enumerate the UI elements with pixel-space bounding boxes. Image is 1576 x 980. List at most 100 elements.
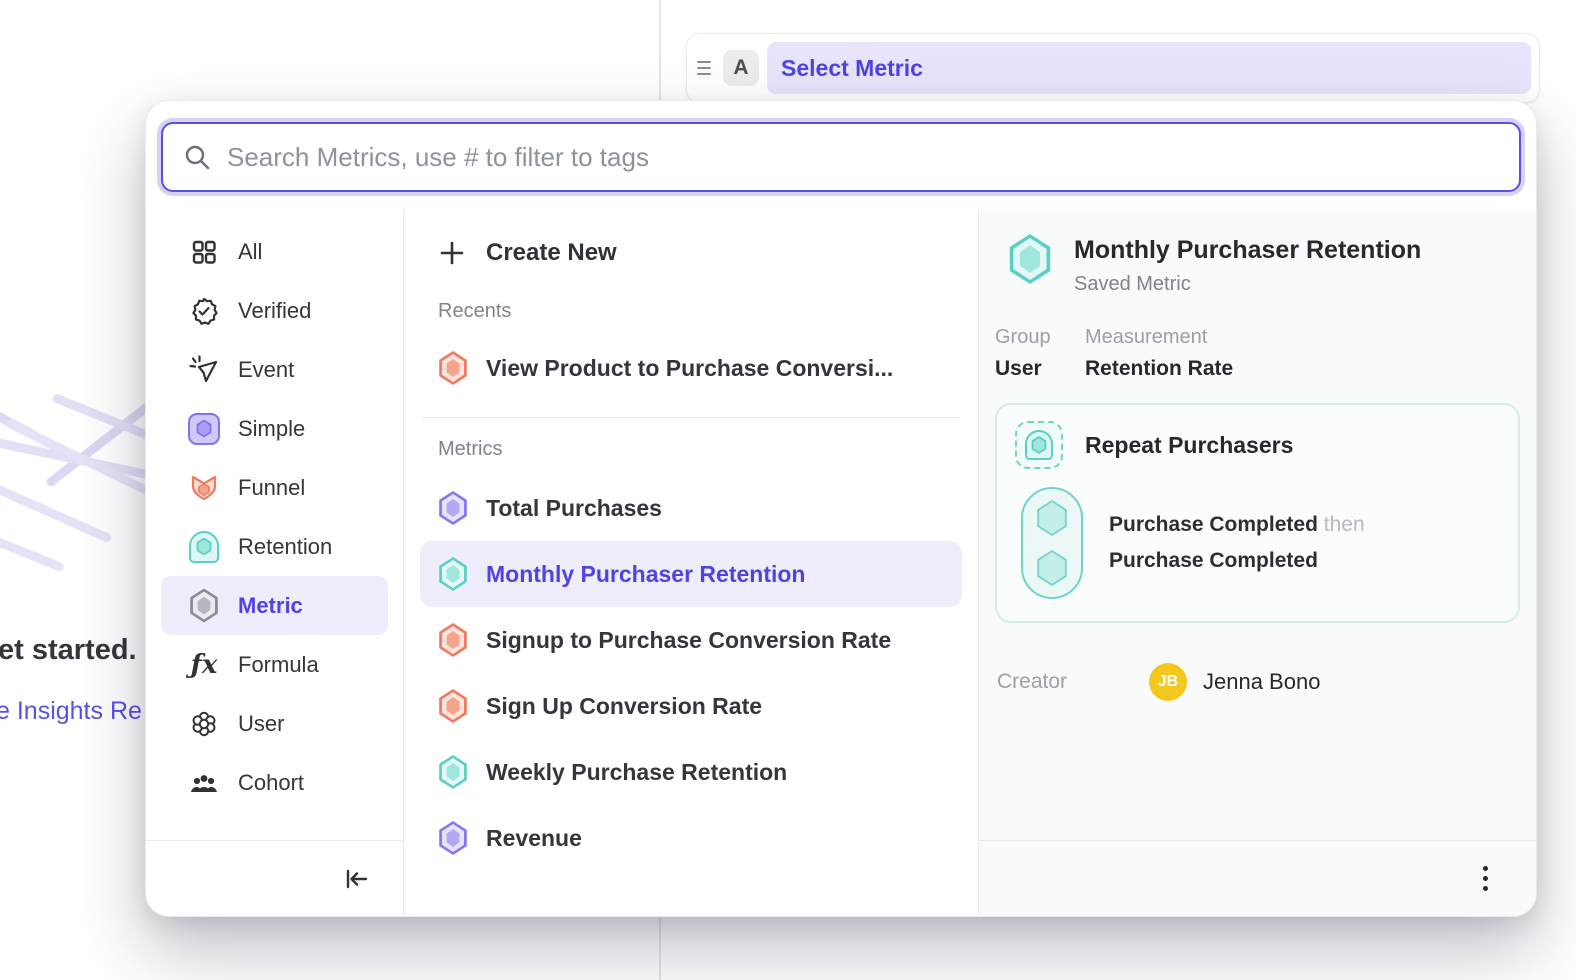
event-hexagon-icon [1036,550,1068,586]
sidebar-item-label: All [238,239,262,265]
sidebar-item-funnel[interactable]: Funnel [161,458,388,517]
metric-item[interactable]: Total Purchases [420,475,962,541]
metric-item-label: Monthly Purchaser Retention [486,561,805,588]
sidebar-item-event[interactable]: Event [161,340,388,399]
verified-badge-icon [187,296,221,326]
metric-item-selected[interactable]: Monthly Purchaser Retention [420,541,962,607]
group-label: Group [995,326,1085,349]
cursor-click-icon [187,355,221,385]
sidebar-item-verified[interactable]: Verified [161,281,388,340]
create-new-button[interactable]: Create New [420,224,962,282]
creator-name: Jenna Bono [1203,669,1320,695]
sidebar-item-label: Retention [238,534,332,560]
metric-item-label: Revenue [486,825,582,852]
search-icon [183,143,211,171]
background-headline-fragment: et started. [0,634,137,667]
event-sequence-capsule [1021,487,1083,599]
measurement-value: Retention Rate [1085,357,1233,381]
retention-icon [187,531,221,563]
select-metric-label: Select Metric [781,55,923,82]
recent-item-label: View Product to Purchase Conversi... [486,355,893,382]
series-letter-badge[interactable]: A [723,50,759,86]
metric-hexagon-icon [438,557,468,591]
metric-hexagon-icon [438,689,468,723]
funnel-icon [187,472,221,504]
metric-hexagon-icon [187,589,221,623]
collapse-left-icon[interactable] [341,865,371,893]
detail-title: Monthly Purchaser Retention [1074,236,1421,265]
search-input[interactable] [227,142,1499,173]
detail-meta: Group User Measurement Retention Rate [995,326,1520,381]
cohort-icon [187,769,221,797]
sidebar-item-cohort[interactable]: Cohort [161,753,388,812]
sidebar-item-label: Simple [238,416,305,442]
simple-metric-icon [187,413,221,445]
detail-header: Monthly Purchaser Retention Saved Metric [1008,234,1520,296]
metric-detail-panel: Monthly Purchaser Retention Saved Metric… [979,210,1536,916]
sidebar-item-user[interactable]: User [161,694,388,753]
metric-selector-bar: A Select Metric [686,33,1540,103]
drag-handle-icon[interactable] [693,61,715,75]
metric-picker-modal: All Verified [145,100,1537,917]
sidebar-footer [146,840,403,916]
behavior-card-title: Repeat Purchasers [1085,432,1293,459]
filter-list: All Verified [146,210,403,840]
metric-item-label: Sign Up Conversion Rate [486,693,762,720]
sidebar-item-retention[interactable]: Retention [161,517,388,576]
search-box [161,122,1521,192]
step1-event: Purchase Completed [1109,513,1318,536]
sidebar-item-label: Formula [238,652,319,678]
metric-item-label: Weekly Purchase Retention [486,759,787,786]
detail-footer [979,840,1536,916]
creator-label: Creator [997,670,1149,694]
retention-behavior-icon [1015,421,1063,469]
filter-sidebar: All Verified [146,210,404,916]
screen: et started. e Insights Re A Select Metri… [0,0,1576,980]
behavior-card: Repeat Purchasers Purchase Completed the… [995,403,1520,623]
avatar: JB [1149,663,1187,701]
background-insights-link[interactable]: e Insights Re [0,697,142,726]
detail-content: Monthly Purchaser Retention Saved Metric… [979,210,1536,840]
metric-hexagon-icon [438,623,468,657]
metric-item[interactable]: Signup to Purchase Conversion Rate [420,607,962,673]
metric-item-label: Total Purchases [486,495,662,522]
metric-item[interactable]: Revenue [420,805,962,871]
group-value: User [995,357,1085,381]
modal-body: All Verified [146,210,1536,916]
sidebar-item-metric[interactable]: Metric [161,576,388,635]
sidebar-item-simple[interactable]: Simple [161,399,388,458]
sidebar-item-label: Event [238,357,294,383]
more-options-icon[interactable] [1477,860,1494,897]
search-section [146,101,1536,210]
recent-item[interactable]: View Product to Purchase Conversi... [420,335,962,401]
grid-icon [187,238,221,266]
formula-icon: ƒx [187,652,221,678]
metric-item-label: Signup to Purchase Conversion Rate [486,627,891,654]
sidebar-item-all[interactable]: All [161,222,388,281]
measurement-label: Measurement [1085,326,1233,349]
event-hexagon-icon [1036,500,1068,536]
step-joiner: then [1324,513,1365,536]
detail-subtitle: Saved Metric [1074,273,1421,296]
select-metric-button[interactable]: Select Metric [767,42,1531,94]
metrics-section-label: Metrics [420,438,962,461]
plus-icon [438,239,466,267]
sidebar-item-label: Metric [238,593,303,619]
metric-item[interactable]: Sign Up Conversion Rate [420,673,962,739]
sidebar-item-formula[interactable]: ƒx Formula [161,635,388,694]
list-divider [422,417,960,418]
metric-hexagon-icon [438,821,468,855]
create-new-label: Create New [486,239,617,267]
sidebar-item-label: User [238,711,284,737]
sidebar-item-label: Verified [238,298,311,324]
metric-item[interactable]: Weekly Purchase Retention [420,739,962,805]
step2-event: Purchase Completed [1109,549,1318,572]
metric-hexagon-icon [438,351,468,385]
creator-row: Creator JB Jenna Bono [997,663,1520,701]
metric-hexagon-icon [438,755,468,789]
saved-metric-icon [1008,234,1052,284]
sidebar-item-label: Funnel [238,475,305,501]
user-cluster-icon [187,709,221,739]
sidebar-item-label: Cohort [238,770,304,796]
behavior-steps: Purchase Completed then Purchase Complet… [1021,487,1500,599]
